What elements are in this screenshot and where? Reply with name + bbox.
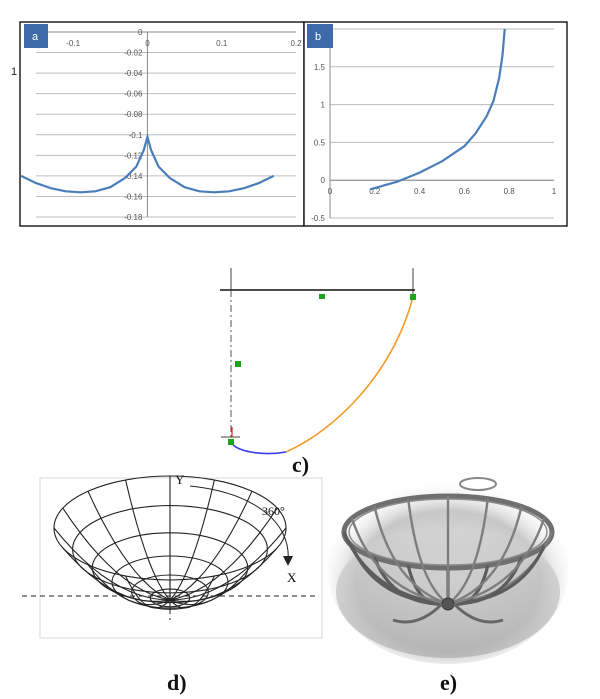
basket-foot <box>392 602 444 624</box>
basket-rib <box>342 531 449 606</box>
panel-a-tag-box <box>24 24 48 48</box>
panel-a-tick-labels: 0-0.02-0.04-0.06-0.08-0.1-0.12-0.14-0.16… <box>66 28 302 222</box>
meridian-line <box>87 490 171 601</box>
label-c: c) <box>292 452 309 477</box>
rotation-label: 360° <box>262 504 285 518</box>
x-tick-label: 0 <box>328 187 333 196</box>
panel-a-series-line <box>20 132 275 194</box>
basket-rib <box>373 506 449 606</box>
meridian-line <box>169 490 253 601</box>
panel-a: 1 0-0.02-0.04-0.06-0.08-0.1-0.12-0.14-0.… <box>11 21 305 227</box>
label-e: e) <box>440 670 457 695</box>
sketch-point <box>319 294 325 299</box>
y-tick-label: -0.18 <box>124 213 143 222</box>
y-tick-label: -0.12 <box>124 151 143 160</box>
basket-top-ring <box>459 477 497 491</box>
y-tick-label: -0.02 <box>124 49 143 58</box>
y-tick-label: -0.04 <box>124 69 143 78</box>
x-tick-label: 0.2 <box>290 39 302 48</box>
sketch-point <box>228 439 234 445</box>
meridian-line <box>169 527 287 601</box>
panel-b: 21.510.50-0.500.20.40.60.81 b <box>303 21 568 227</box>
y-tick-label: 0 <box>321 176 326 185</box>
x-tick-label: 0 <box>145 39 150 48</box>
panel-e-photo: e) <box>328 477 568 695</box>
rotation-arrow <box>189 485 289 563</box>
meridian-line <box>125 575 171 609</box>
panel-c-sketch: c) <box>220 268 416 477</box>
y-tick-label: -0.5 <box>311 214 325 223</box>
basket-rib <box>447 517 546 606</box>
wire-basket <box>341 477 555 624</box>
x-tick-label: 0.4 <box>414 187 426 196</box>
basket-rib <box>447 498 489 605</box>
panel-b-axes <box>329 29 554 218</box>
rotation-arrow-head <box>283 556 293 566</box>
x-tick-label: 0.1 <box>216 39 228 48</box>
basket-foot <box>452 602 504 624</box>
x-tick-label: 0.6 <box>459 187 471 196</box>
sketch-curve-orange <box>285 296 414 453</box>
label-d: d) <box>167 670 187 695</box>
x-tick-label: -0.1 <box>66 39 80 48</box>
y-tick-label: -0.08 <box>124 110 143 119</box>
x-tick-label: 0.2 <box>369 187 381 196</box>
meridian-line <box>169 547 278 602</box>
meridian-line <box>169 564 253 606</box>
sketch-curve-blue <box>230 441 287 455</box>
y-tick-label: 1 <box>321 101 326 110</box>
meridian-line <box>53 527 171 601</box>
y-tick-label: 1.5 <box>314 63 326 72</box>
y-tick-label: -0.1 <box>129 131 143 140</box>
panel-b-tag-box <box>307 24 333 48</box>
y-tick-label: -0.14 <box>124 172 143 181</box>
basket-rib <box>447 506 523 606</box>
y-tick-label: 0 <box>138 28 143 37</box>
meridian-line <box>62 507 171 601</box>
basket-rib <box>407 498 449 605</box>
x-tick-label: 0.8 <box>504 187 516 196</box>
meridian-line <box>87 564 171 606</box>
y-tick-label: -0.16 <box>124 192 143 201</box>
meridian-line <box>62 547 171 602</box>
y-tick-label: 0.5 <box>314 138 326 147</box>
meridian-line <box>169 479 215 601</box>
panel-a-stray-label: 1 <box>11 66 17 78</box>
panel-a-axes <box>36 31 296 217</box>
panel-d-wireframe: Y X 360° d) <box>22 472 323 695</box>
x-axis-label: X <box>287 570 297 585</box>
meridian-line <box>169 575 215 609</box>
panel-b-series-line <box>370 28 506 191</box>
basket-rib <box>350 517 449 606</box>
y-axis-label: Y <box>175 472 185 487</box>
panel-a-tag: a <box>32 31 39 43</box>
meridian-line <box>169 507 278 601</box>
meridian-line <box>125 479 171 601</box>
y-tick-label: -0.06 <box>124 90 143 99</box>
basket-hub <box>441 597 455 611</box>
x-tick-label: 1 <box>552 187 557 196</box>
sketch-point <box>235 361 241 367</box>
sketch-point <box>410 294 416 300</box>
panel-b-tag: b <box>315 31 321 43</box>
